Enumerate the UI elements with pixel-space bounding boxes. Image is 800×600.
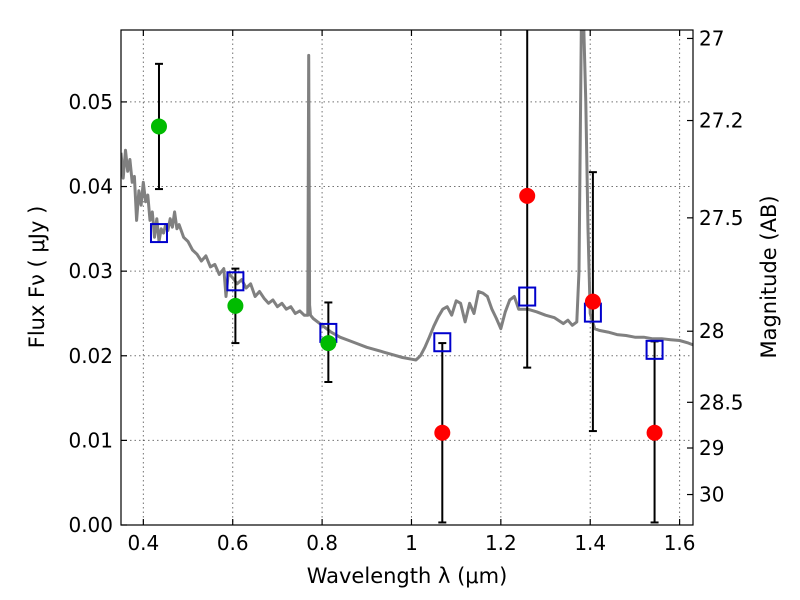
data-point: [227, 297, 244, 314]
y-axis-label: Flux Fν ( μJy ): [25, 206, 49, 349]
right-tick-label: 27.2: [699, 109, 744, 133]
x-tick-label: 0.6: [217, 531, 249, 555]
x-axis-label: Wavelength λ (μm): [307, 564, 508, 588]
spectrum-line: [121, 30, 693, 362]
right-tick-label: 27: [699, 26, 724, 50]
x-tick-label: 0.4: [127, 531, 159, 555]
y-tick-label: 0.01: [68, 428, 113, 452]
spectrum-layer: [121, 30, 693, 362]
x-tick-label: 1: [405, 531, 418, 555]
y-tick-label: 0.05: [68, 90, 113, 114]
y-tick-label: 0.00: [68, 513, 113, 537]
point-layer: [150, 118, 663, 441]
tick-labels: 0.4 0.6 0.8 1 1.2 1.4 1.6 0.00 0.01 0.02 0.03 0.04 0…: [68, 26, 743, 555]
data-point: [320, 335, 337, 352]
y-tick-label: 0.04: [68, 175, 113, 199]
plot-frame: [120, 29, 694, 526]
right-tick-label: 27.5: [699, 206, 744, 230]
model-square: [226, 271, 245, 292]
x-tick-label: 0.8: [306, 531, 338, 555]
ticks: [121, 30, 693, 526]
right-tick-label: 29: [699, 436, 724, 460]
x-tick-label: 1.6: [664, 531, 696, 555]
model-square: [433, 332, 452, 353]
x-tick-label: 1.2: [485, 531, 517, 555]
data-point: [646, 424, 663, 441]
right-tick-label: 28: [699, 319, 724, 343]
data-point: [434, 424, 451, 441]
y-tick-label: 0.02: [68, 344, 113, 368]
data-point: [584, 293, 601, 310]
grid: [121, 30, 693, 526]
y-axis-label-right: Magnitude (AB): [757, 195, 781, 358]
data-point: [519, 187, 536, 204]
model-square: [645, 339, 664, 360]
y-tick-label: 0.03: [68, 259, 113, 283]
data-point: [150, 118, 167, 135]
right-tick-label: 28.5: [699, 390, 744, 414]
model-square: [518, 286, 537, 307]
right-tick-label: 30: [699, 483, 724, 507]
model-square: [149, 223, 168, 244]
x-tick-label: 1.4: [574, 531, 606, 555]
